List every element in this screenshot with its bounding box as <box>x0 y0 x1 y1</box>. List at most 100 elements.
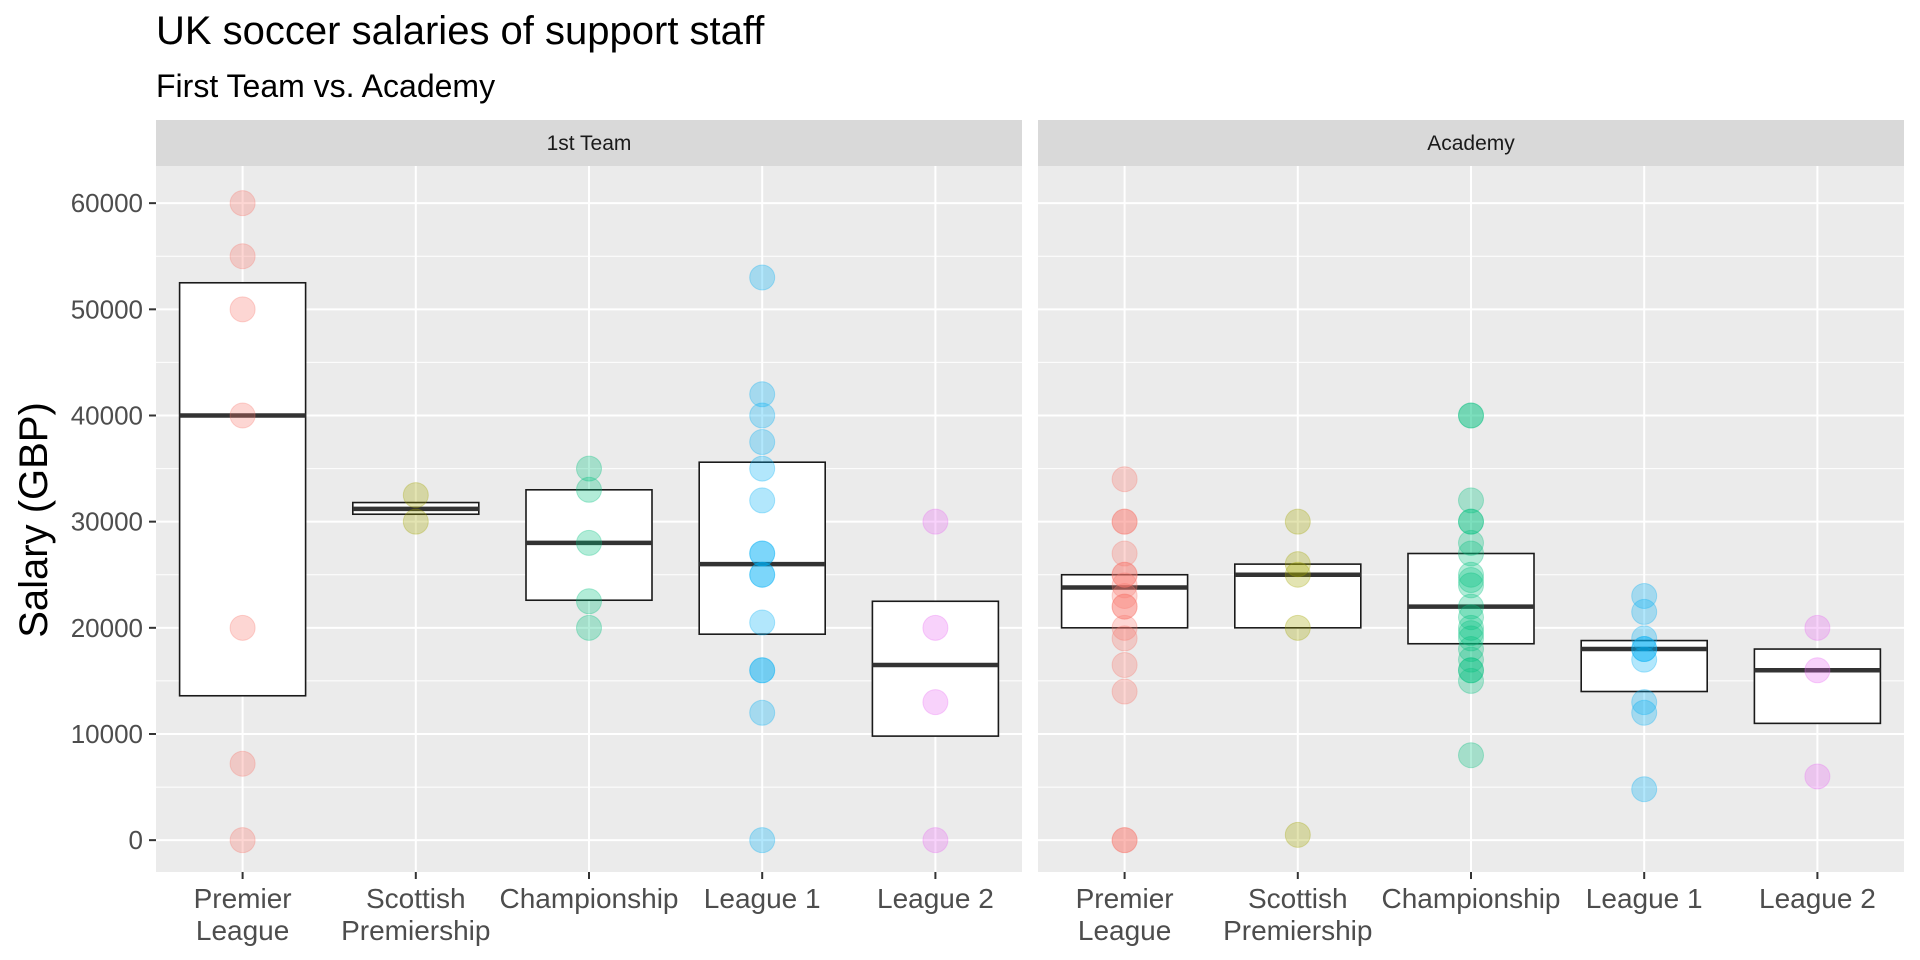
data-point <box>1111 572 1138 599</box>
data-point <box>1458 625 1484 652</box>
data-point <box>1458 620 1484 647</box>
data-point <box>749 827 776 854</box>
data-point <box>576 476 602 503</box>
x-tick-label: Scottish Premiership <box>1223 883 1372 946</box>
y-axis-label: Salary (GBP) <box>12 402 56 638</box>
data-point <box>1804 614 1831 641</box>
data-point <box>1631 625 1658 652</box>
x-tick-label: League 1 <box>1586 883 1703 914</box>
data-point <box>1111 593 1138 620</box>
box <box>1060 573 1189 629</box>
data-point <box>1458 508 1484 535</box>
facet-strip <box>156 120 1022 166</box>
data-point <box>749 699 776 726</box>
data-point <box>1631 598 1658 625</box>
box <box>178 281 307 697</box>
data-point <box>1458 561 1484 588</box>
x-tick-label: Premier League <box>1076 883 1174 946</box>
data-point <box>1631 699 1658 726</box>
data-point <box>922 827 949 854</box>
data-point <box>1111 508 1138 535</box>
data-point <box>1111 593 1138 620</box>
facet-strip <box>1038 120 1904 166</box>
data-point <box>1458 604 1484 631</box>
data-point <box>1458 402 1484 429</box>
x-tick-label: Scottish Premiership <box>341 883 490 946</box>
x-tick-label: League 2 <box>877 883 994 914</box>
data-point <box>1284 508 1311 535</box>
x-tick-label: League 2 <box>1759 883 1876 914</box>
data-point <box>229 296 256 323</box>
data-point <box>229 402 256 429</box>
data-point <box>1111 540 1138 567</box>
data-point <box>1111 827 1138 854</box>
data-point <box>229 243 256 270</box>
data-point <box>1284 614 1311 641</box>
data-point <box>1458 636 1484 663</box>
y-tick-label: 60000 <box>71 188 143 218</box>
chart-subtitle: First Team vs. Academy <box>156 68 495 104</box>
data-point <box>229 750 256 777</box>
data-point <box>1111 508 1138 535</box>
data-point <box>1631 776 1658 803</box>
data-point <box>749 455 776 482</box>
x-tick-label: Championship <box>1382 883 1561 914</box>
plot-area: 1st Team Premier League Scottish Premiership… <box>71 120 1904 946</box>
data-point <box>1284 561 1311 588</box>
data-point <box>749 381 776 408</box>
facet-strip-label: Academy <box>1427 132 1515 155</box>
x-tick-label: Premier League <box>194 883 292 946</box>
data-point <box>1111 614 1138 641</box>
facet-strip-label: 1st Team <box>547 132 632 155</box>
data-point <box>1458 646 1484 673</box>
data-point <box>1631 689 1658 716</box>
data-point <box>749 429 776 456</box>
data-point <box>1458 614 1484 641</box>
data-point <box>1111 561 1138 588</box>
data-point <box>749 561 776 588</box>
data-point <box>1458 667 1484 694</box>
data-point <box>1111 466 1138 493</box>
data-point <box>1111 561 1138 588</box>
data-point <box>402 482 429 509</box>
data-point <box>1458 487 1484 514</box>
box <box>1753 648 1882 725</box>
data-point <box>1458 572 1484 599</box>
data-point <box>749 540 776 567</box>
data-point <box>229 614 256 641</box>
y-tick-label: 50000 <box>71 294 143 324</box>
data-point <box>1111 678 1138 705</box>
data-point <box>749 487 776 514</box>
data-point <box>1458 567 1484 594</box>
data-point <box>1284 821 1311 848</box>
data-point <box>1458 529 1484 556</box>
box <box>1407 552 1535 645</box>
y-tick-label: 0 <box>129 825 143 855</box>
data-point <box>749 609 776 636</box>
data-point <box>402 508 429 535</box>
data-point <box>1284 551 1311 578</box>
data-point <box>1804 657 1831 684</box>
data-point <box>1631 636 1658 663</box>
data-point <box>1458 657 1484 684</box>
data-point <box>749 657 776 684</box>
data-point <box>1631 636 1658 663</box>
box <box>871 600 1000 737</box>
data-point <box>576 529 602 556</box>
data-point <box>1111 827 1138 854</box>
x-tick-label: League 1 <box>704 883 821 914</box>
data-point <box>1804 763 1831 790</box>
data-point <box>1631 582 1658 609</box>
data-point <box>1458 508 1484 535</box>
data-point <box>1458 540 1484 567</box>
data-point <box>1111 651 1138 678</box>
x-tick-label: Championship <box>500 883 679 914</box>
data-point <box>922 614 949 641</box>
chart-title: UK soccer salaries of support staff <box>156 9 765 53</box>
data-point <box>1458 593 1484 620</box>
data-point <box>749 540 776 567</box>
data-point <box>576 588 602 615</box>
data-point <box>1111 582 1138 609</box>
data-point <box>749 561 776 588</box>
